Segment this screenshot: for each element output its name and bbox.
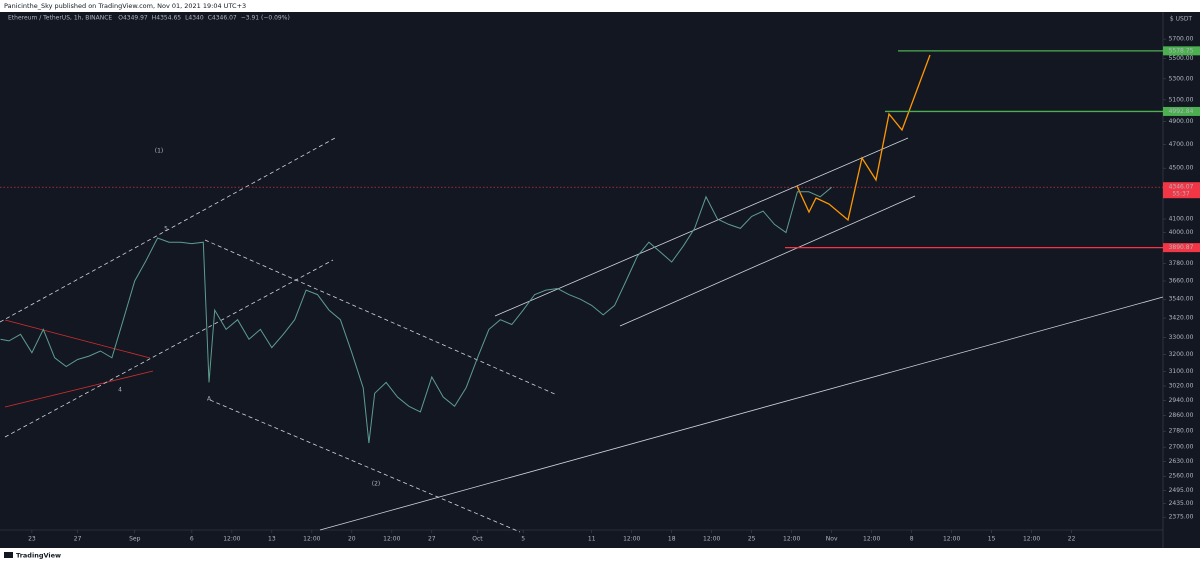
x-tick-label: 12:00 bbox=[383, 536, 400, 543]
y-tick-label: 2860.00 bbox=[1169, 412, 1194, 419]
y-tick-label: 2780.00 bbox=[1169, 428, 1194, 435]
y-tick-label: 2700.00 bbox=[1169, 444, 1194, 451]
y-tick-label: 2375.00 bbox=[1169, 514, 1194, 521]
y-tick-label: 5100.00 bbox=[1169, 96, 1194, 103]
level-label: 3890.87 bbox=[1169, 244, 1194, 251]
channel-dashed bbox=[4, 259, 334, 438]
x-tick-label: 13 bbox=[268, 536, 276, 543]
level-label: 5578.75 bbox=[1169, 47, 1194, 54]
level-label: 4992.84 bbox=[1169, 108, 1194, 115]
channel-line bbox=[494, 137, 909, 317]
y-tick-label: 3200.00 bbox=[1169, 351, 1194, 358]
triangle-lower bbox=[4, 370, 154, 408]
x-tick-label: 22 bbox=[1068, 536, 1076, 543]
wave-label: 4 bbox=[118, 387, 122, 394]
x-tick-label: 20 bbox=[348, 536, 356, 543]
y-tick-label: 4700.00 bbox=[1169, 141, 1194, 148]
x-tick-label: 18 bbox=[668, 536, 676, 543]
x-tick-label: 8 bbox=[910, 536, 914, 543]
quote-key: C bbox=[208, 15, 212, 22]
y-tick-label: 3020.00 bbox=[1169, 382, 1194, 389]
channel-dashed bbox=[204, 239, 558, 396]
brand: TradingView bbox=[16, 552, 61, 560]
x-tick-label: 12:00 bbox=[943, 536, 960, 543]
level-label-box bbox=[1163, 243, 1200, 253]
quote-key: O bbox=[118, 15, 123, 22]
x-tick-label: 12:00 bbox=[863, 536, 880, 543]
level-label-box bbox=[1163, 46, 1200, 56]
price-line bbox=[0, 186, 833, 444]
y-tick-label: 5700.00 bbox=[1169, 36, 1194, 43]
x-tick-label: 12:00 bbox=[1023, 536, 1040, 543]
triangle-upper bbox=[4, 319, 151, 359]
y-tick-label: 2940.00 bbox=[1169, 397, 1194, 404]
y-tick-label: 4900.00 bbox=[1169, 118, 1194, 125]
y-tick-label: 3540.00 bbox=[1169, 296, 1194, 303]
channel-line bbox=[619, 195, 916, 327]
plot-background bbox=[0, 12, 1200, 548]
annotations: (1) 5 4 A (2) bbox=[118, 148, 380, 488]
x-tick-label: 27 bbox=[428, 536, 436, 543]
channel-dashed bbox=[209, 399, 521, 533]
wave-label: A bbox=[207, 396, 212, 403]
x-tick-label: 23 bbox=[28, 536, 36, 543]
wave-label: (2) bbox=[372, 481, 381, 488]
y-tick-label: 4000.00 bbox=[1169, 229, 1194, 236]
y-tick-label: 3100.00 bbox=[1169, 368, 1194, 375]
y-tick-label: 4100.00 bbox=[1169, 216, 1194, 223]
legend-symbol: Ethereum / TetherUS, 1h, BINANCE bbox=[8, 15, 112, 22]
quote-key: L bbox=[185, 15, 189, 22]
last-price-box bbox=[1163, 182, 1200, 199]
x-tick-label: 6 bbox=[190, 536, 194, 543]
x-tick-label: 11 bbox=[588, 536, 596, 543]
drawings bbox=[0, 54, 1164, 533]
y-tick-label: 3660.00 bbox=[1169, 278, 1194, 285]
header-bar bbox=[0, 0, 1200, 12]
x-tick-label: 25 bbox=[748, 536, 756, 543]
trend-line bbox=[319, 296, 1164, 531]
y-tick-label: 3780.00 bbox=[1169, 260, 1194, 267]
level-label-box bbox=[1163, 106, 1200, 116]
quote-value: 4349.97 bbox=[123, 15, 148, 22]
footer-bar bbox=[0, 548, 1200, 563]
last-price-label: 4346.07 bbox=[1169, 184, 1194, 191]
quote-value: 4354.65 bbox=[156, 15, 181, 22]
quote-change: −3.91 (−0.09%) bbox=[241, 15, 290, 22]
x-tick-label: 12:00 bbox=[303, 536, 320, 543]
y-tick-label: 2495.00 bbox=[1169, 487, 1194, 494]
projection-path bbox=[796, 54, 931, 222]
y-tick-label: 4500.00 bbox=[1169, 165, 1194, 172]
quote-value: 4340 bbox=[188, 15, 203, 22]
y-tick-label: 3300.00 bbox=[1169, 334, 1194, 341]
channel-dashed bbox=[0, 137, 336, 323]
x-tick-label: 12:00 bbox=[623, 536, 640, 543]
x-tick-label: 12:00 bbox=[783, 536, 800, 543]
y-tick-label: 2560.00 bbox=[1169, 473, 1194, 480]
publisher: Panicinthe_Sky published on TradingView.… bbox=[4, 2, 246, 10]
x-tick-label: 12:00 bbox=[703, 536, 720, 543]
y-tick-label: 3420.00 bbox=[1169, 315, 1194, 322]
last-price-timer: 55:37 bbox=[1172, 191, 1189, 198]
x-tick-label: 5 bbox=[521, 536, 525, 543]
y-tick-label: 5300.00 bbox=[1169, 75, 1194, 82]
x-tick-label: Nov bbox=[826, 536, 838, 543]
currency: $ USDT bbox=[1170, 16, 1193, 23]
brand-logo bbox=[4, 552, 13, 558]
wave-label: 5 bbox=[164, 226, 168, 233]
y-tick-label: 2630.00 bbox=[1169, 458, 1194, 465]
x-tick-label: Oct bbox=[472, 536, 483, 543]
x-tick-label: 12:00 bbox=[223, 536, 240, 543]
wave-label: (1) bbox=[155, 148, 164, 155]
x-tick-label: 27 bbox=[74, 536, 82, 543]
x-tick-label: Sep bbox=[129, 536, 141, 543]
y-tick-label: 5500.00 bbox=[1169, 55, 1194, 62]
y-tick-label: 2435.00 bbox=[1169, 500, 1194, 507]
quote-key: H bbox=[152, 15, 157, 22]
x-tick-label: 15 bbox=[988, 536, 996, 543]
quote-value: 4346.07 bbox=[212, 15, 237, 22]
